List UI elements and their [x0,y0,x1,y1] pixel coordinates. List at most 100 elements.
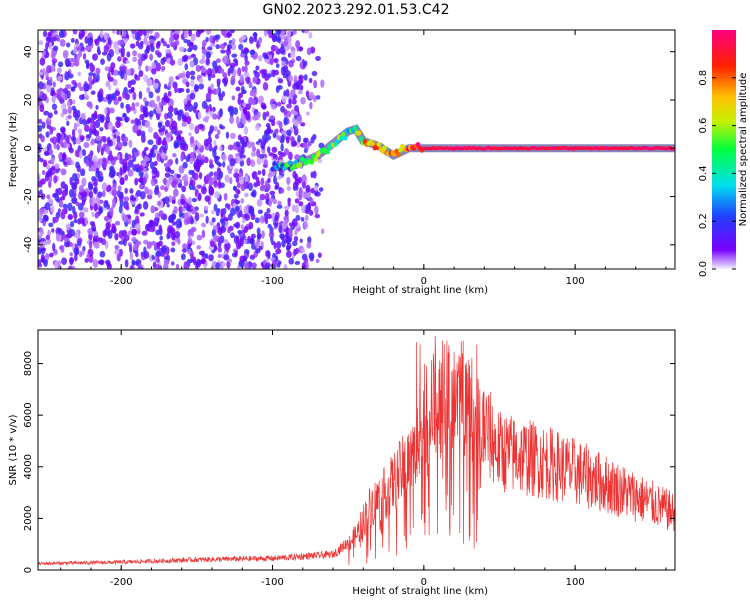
spectrogram-cell [281,94,287,103]
spectrogram-cell [278,224,283,234]
spectrogram-cell [169,59,176,66]
spectrogram-cell [166,159,172,167]
spectrogram-cell [117,39,124,46]
spectrogram-cell [116,153,121,161]
spectrogram-cell [227,203,231,211]
spectrogram-cell [306,242,312,249]
spectrogram-cell [45,234,50,241]
spectrogram-cell [244,55,248,62]
spectrogram-cell [235,141,241,148]
spectrogram-cell [177,73,184,79]
spectrogram-cell [107,37,112,46]
spectrogram-cell [201,39,206,48]
spectrogram-cell [92,77,98,83]
spectrogram-cell [114,145,119,151]
spectrogram-cell [134,223,141,231]
spectrogram-cell [135,166,141,173]
spectrogram-cell [178,211,183,218]
spectrogram-cell [275,30,281,36]
spectrogram-cell [230,75,236,85]
spectrogram-cell [201,229,206,239]
spectrogram-cell [276,135,282,141]
spectrogram-cell [147,126,153,133]
spectrogram-cell [249,49,256,56]
spectrogram-cell [272,132,277,139]
spectrogram-cell [255,65,260,71]
spectrogram-cell [113,134,117,139]
spectrogram-cell [64,72,70,81]
spectrogram-cell [181,55,187,63]
spectrogram-cell [309,101,313,110]
spectrogram-cell [251,88,257,98]
spectrogram-cell [234,205,240,212]
spectrogram-cell [124,152,129,161]
spectrogram-cell [240,224,244,230]
spectrogram-cell [128,139,133,148]
spectrogram-cell [243,182,248,190]
spectrogram-cell [72,47,78,54]
spectrogram-cell [74,149,80,158]
spectrogram-cell [252,78,258,84]
spectrogram-cell [160,185,165,191]
spectrogram-cell [225,131,230,139]
spectrogram-cell [122,215,128,222]
spectrogram-cell [288,60,294,68]
spectrogram-cell [241,66,245,72]
y-axis-label: Frequency (Hz) [8,112,19,188]
spectrogram-cell [95,170,101,179]
spectrogram-cell [314,213,321,219]
spectrogram-cell [129,265,135,269]
spectrogram-cell [287,36,292,43]
spectrogram-cell [314,205,319,215]
spectrogram-cell [105,222,111,230]
spectrogram-cell [264,217,269,225]
spectrogram-cell [177,109,184,117]
spectrogram-cell [126,106,133,112]
spectrogram-cell [205,36,209,43]
spectrogram-cell [73,219,78,224]
spectrogram-cell [88,81,93,90]
spectrogram-cell [94,119,101,129]
spectrogram-cell [181,114,187,120]
spectrogram-cell [51,228,55,233]
spectrogram-cell [53,109,58,115]
spectrogram-cell [51,103,58,110]
spectrogram-cell [178,46,185,52]
spectrogram-cell [205,92,212,100]
spectrogram-cell [189,179,196,187]
spectrogram-cell [300,122,306,127]
spectrogram-cell [248,221,254,230]
spectrogram-cell [292,185,299,191]
spectrogram-cell [256,157,262,165]
spectrogram-cell [117,141,124,148]
spectrogram-cell [155,81,159,89]
spectrogram-cell [213,203,218,212]
spectrogram-cell [267,172,273,178]
spectrogram-cell [229,177,233,185]
spectrogram-cell [285,245,291,251]
spectrogram-cell [143,53,148,60]
spectrogram-cell [107,84,112,91]
spectrogram-cell [209,43,216,48]
spectrogram-cell [85,133,92,139]
spectrogram-cell [65,135,70,142]
spectrogram-cell [308,91,315,100]
spectrogram-cell [136,203,141,210]
signal-cell [272,160,277,167]
spectrogram-cell [264,188,268,193]
spectrogram-cell [270,236,274,243]
spectrogram-cell [281,239,286,248]
spectrogram-cell [151,62,156,70]
spectrogram-cell [233,235,240,245]
spectrogram-cell [106,186,111,193]
spectrogram-cell [280,105,285,113]
spectrogram-cell [182,161,188,169]
spectrogram-cell [38,146,42,154]
spectrogram-cell [132,91,137,101]
spectrogram-cell [111,223,116,230]
spectrogram-cell [168,37,173,45]
spectrogram-cell [176,173,182,179]
spectrogram-cell [50,51,56,60]
spectrogram-cell [240,237,244,247]
spectrogram-cell [114,45,121,55]
